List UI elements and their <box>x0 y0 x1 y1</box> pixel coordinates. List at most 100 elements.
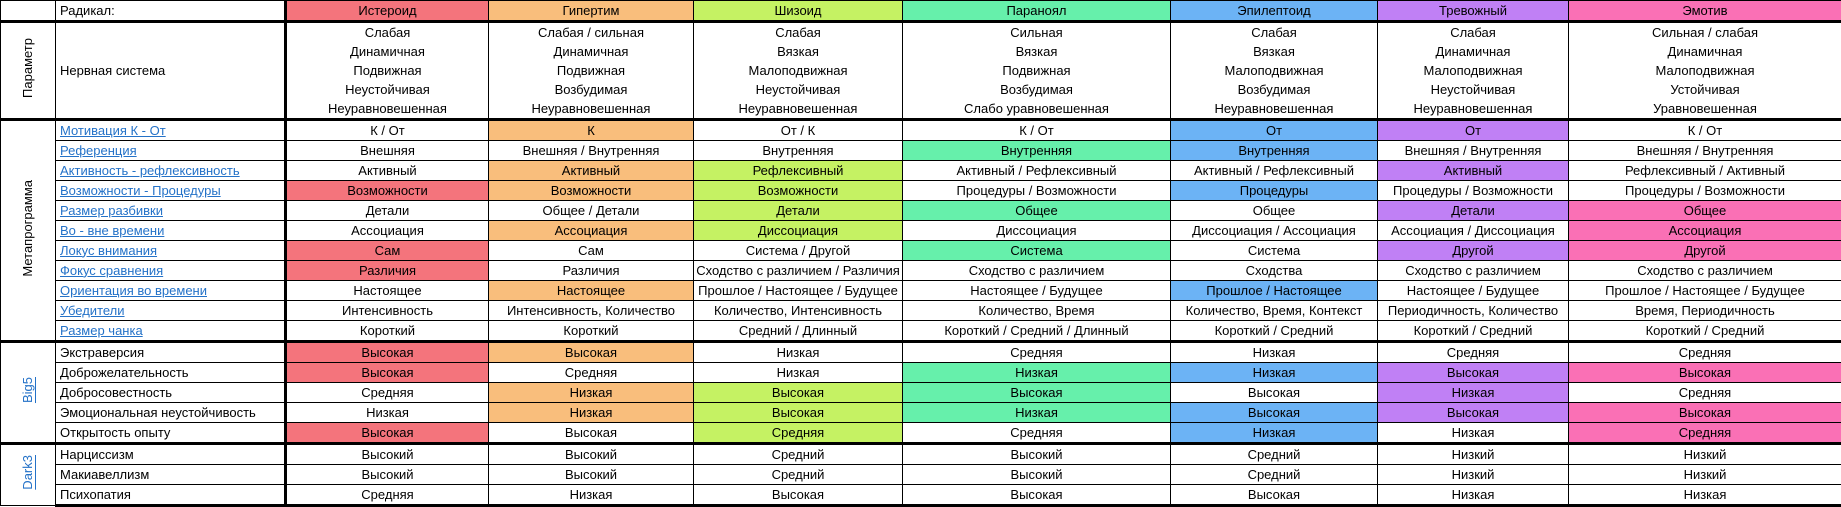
row-label-link[interactable]: Референция <box>60 143 137 158</box>
nerve-line: Малоподвижная <box>1569 61 1841 80</box>
value-cell: Активный <box>286 161 489 181</box>
cell-text: От <box>1465 123 1481 138</box>
cell-text: Высокая <box>1248 487 1300 502</box>
value-cell: Активный / Рефлексивный <box>1171 161 1378 181</box>
cell-text: Активный <box>562 163 620 178</box>
cell-text: Высокий <box>565 447 617 462</box>
value-cell: Диссоциация <box>903 221 1171 241</box>
row-label-link[interactable]: Размер чанка <box>60 323 143 338</box>
value-cell: Внешняя / Внутренняя <box>489 141 694 161</box>
value-cell: Высокая <box>1569 363 1841 383</box>
value-cell: Средняя <box>903 423 1171 444</box>
corner-cell <box>1 1 56 22</box>
row-label-link[interactable]: Во - вне времени <box>60 223 164 238</box>
value-cell: Средняя <box>489 363 694 383</box>
row-label-link[interactable]: Возможности - Процедуры <box>60 183 221 198</box>
cell-text: От <box>1266 123 1282 138</box>
cell-text: Средняя <box>1679 385 1731 400</box>
cell-text: Рефлексивный / Активный <box>1625 163 1785 178</box>
value-cell: Активный <box>1378 161 1569 181</box>
cell-text: Средний / Длинный <box>739 323 857 338</box>
cell-text: Сходства <box>1246 263 1303 278</box>
cell-text: Низкая <box>366 405 409 420</box>
value-cell: Диссоциация / Ассоциация <box>1171 221 1378 241</box>
cell-text: Общее <box>1253 203 1296 218</box>
value-cell: Высокая <box>694 383 903 403</box>
nerve-line: Уравновешенная <box>1569 99 1841 118</box>
radical-header-6: Тревожный <box>1378 1 1569 22</box>
cell-text: Сходство с различием <box>969 263 1105 278</box>
cell-text: Низкий <box>1452 467 1495 482</box>
cell-text: Возможности <box>347 183 428 198</box>
cell-text: Ассоциация / Диссоциация <box>1391 223 1555 238</box>
section-label-text-dark3[interactable]: Dark3 <box>21 455 35 490</box>
cell-text: Высокая <box>1248 405 1300 420</box>
cell-text: Высокая <box>772 405 824 420</box>
value-cell: Прошлое / Настоящее <box>1171 281 1378 301</box>
cell-text: Высокая <box>565 345 617 360</box>
cell-text: Время, Периодичность <box>1635 303 1775 318</box>
value-cell: Высокая <box>286 423 489 444</box>
cell-text: Сходство с различием / Различия <box>696 263 900 278</box>
cell-text: Активный / Рефлексивный <box>1194 163 1354 178</box>
row-label-link[interactable]: Убедители <box>60 303 125 318</box>
value-cell: Общее <box>1171 201 1378 221</box>
value-cell: Количество, Время <box>903 301 1171 321</box>
value-cell: Низкая <box>694 342 903 363</box>
cell-text: Возможности <box>758 183 839 198</box>
nerve-line: Слабая <box>1378 23 1568 42</box>
value-cell: Высокая <box>903 485 1171 506</box>
value-cell: Внутренняя <box>1171 141 1378 161</box>
value-cell: Высокий <box>286 444 489 465</box>
row-label-link[interactable]: Размер разбивки <box>60 203 163 218</box>
cell-text: Прошлое / Настоящее / Будущее <box>1605 283 1805 298</box>
cell-text: Средняя <box>772 425 824 440</box>
value-cell: Средняя <box>1569 423 1841 444</box>
nerve-line: Неуравновешенная <box>287 99 488 118</box>
value-cell: Низкая <box>489 383 694 403</box>
value-cell: Короткий / Средний <box>1378 321 1569 342</box>
cell-text: Высокая <box>1679 365 1731 380</box>
cell-text: Средняя <box>1447 345 1499 360</box>
row-label: Во - вне времени <box>56 221 286 241</box>
cell-text: Высокий <box>1010 447 1062 462</box>
value-cell: Высокая <box>1569 403 1841 423</box>
cell-text: Активный / Рефлексивный <box>956 163 1116 178</box>
value-cell: Прошлое / Настоящее / Будущее <box>694 281 903 301</box>
nerve-line: Неуравновешенная <box>1378 99 1568 118</box>
value-cell: Высокая <box>1171 485 1378 506</box>
row-label-link[interactable]: Активность - рефлексивность <box>60 163 240 178</box>
cell-text: Активный <box>358 163 416 178</box>
row-label-link[interactable]: Ориентация во времени <box>60 283 207 298</box>
value-cell: Интенсивность <box>286 301 489 321</box>
cell-text: Высокая <box>361 425 413 440</box>
cell-text: Высокая <box>361 365 413 380</box>
value-cell: От <box>1378 120 1569 141</box>
cell-text: Система <box>1010 243 1062 258</box>
nerve-line: Возбудимая <box>1171 80 1377 99</box>
value-cell: Возможности <box>489 181 694 201</box>
section-label-text-big5[interactable]: Big5 <box>21 377 35 403</box>
row-label-link[interactable]: Локус внимания <box>60 243 157 258</box>
cell-text: Низкая <box>570 385 613 400</box>
row-label-link[interactable]: Мотивация К - От <box>60 123 166 138</box>
cell-text: Внешняя / Внутренняя <box>1637 143 1774 158</box>
cell-text: Внешняя / Внутренняя <box>523 143 660 158</box>
table-row: Активность - рефлексивность Активный Актив… <box>1 161 1841 181</box>
value-cell: Детали <box>1378 201 1569 221</box>
row-label-link[interactable]: Фокус сравнения <box>60 263 163 278</box>
value-cell: Внешняя <box>286 141 489 161</box>
value-cell: От <box>1171 120 1378 141</box>
cell-text: Внутренняя <box>1238 143 1309 158</box>
value-cell: Низкий <box>1378 444 1569 465</box>
cell-text: К <box>587 123 595 138</box>
cell-text: От / К <box>781 123 815 138</box>
cell-text: Настоящее <box>353 283 421 298</box>
